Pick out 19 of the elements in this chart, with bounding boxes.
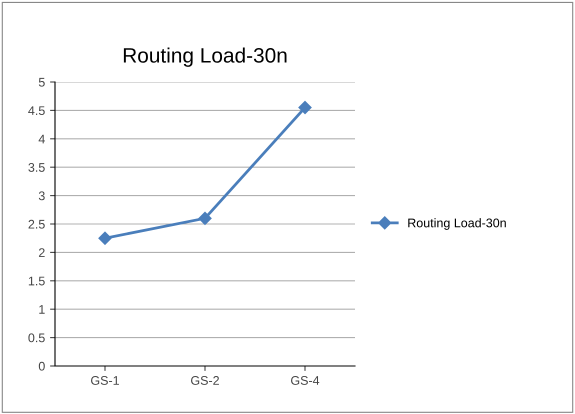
x-tick-label: GS-4 bbox=[291, 376, 320, 385]
y-tick-label: 2 bbox=[38, 248, 45, 257]
point bbox=[298, 100, 312, 114]
x-tick-label: GS-1 bbox=[91, 376, 119, 385]
y-tick-label: 4.5 bbox=[28, 106, 45, 116]
y-tick-label: 1 bbox=[39, 305, 45, 314]
y-tick-label: 3 bbox=[38, 191, 45, 200]
y-tick-label: 4 bbox=[38, 134, 45, 144]
x-tick-label: GS-2 bbox=[191, 376, 219, 385]
y-tick-label: 3.5 bbox=[28, 163, 45, 172]
point bbox=[198, 212, 212, 225]
point bbox=[98, 232, 112, 245]
y-tick-label: 2.5 bbox=[28, 220, 45, 229]
y-tick-label: 5 bbox=[38, 78, 45, 87]
y-tick-label: 1.5 bbox=[28, 276, 45, 286]
y-tick-label: 0.5 bbox=[28, 333, 45, 342]
legend-label: Routing Load-30n bbox=[408, 218, 506, 230]
y-tick-label: 0 bbox=[38, 362, 45, 371]
chart-title: Routing Load-30n bbox=[124, 47, 286, 67]
